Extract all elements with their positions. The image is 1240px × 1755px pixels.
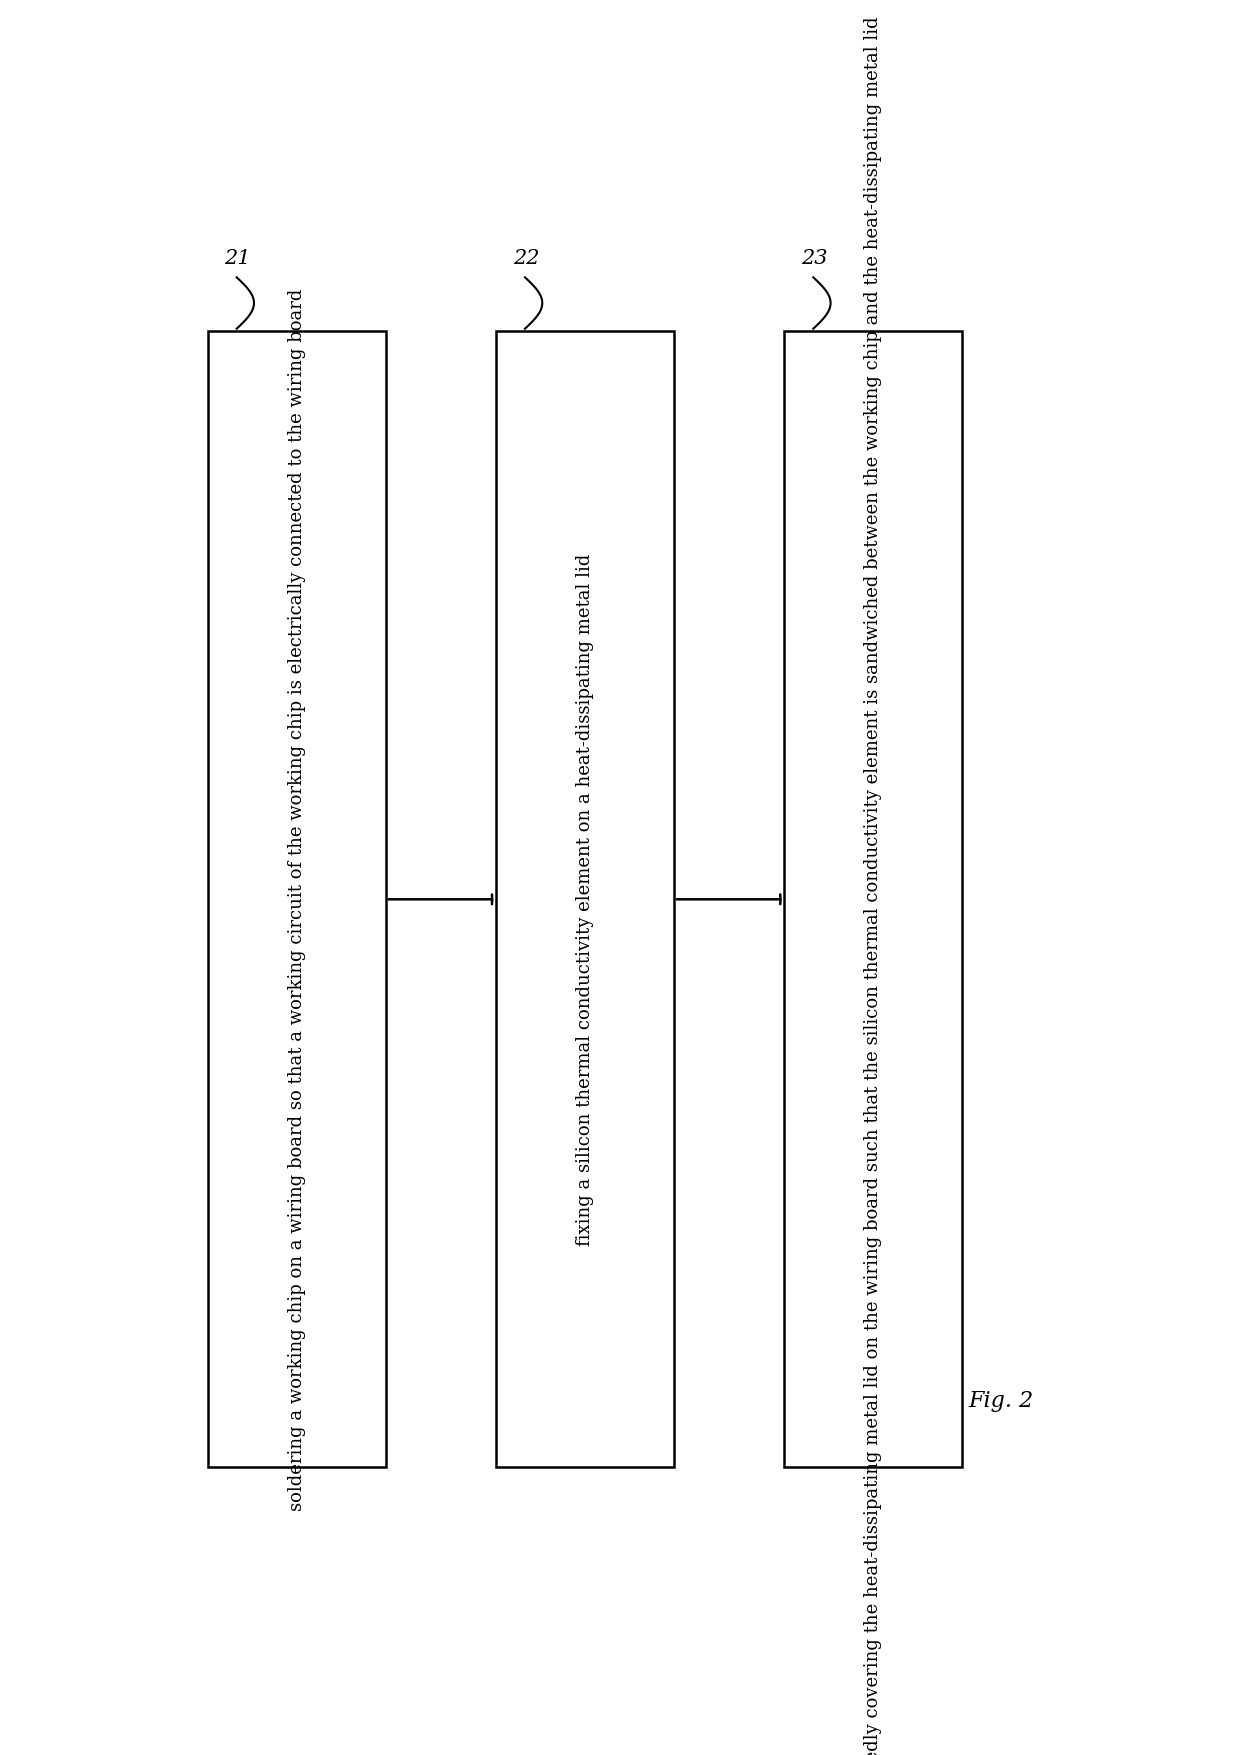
Text: fixedly covering the heat-dissipating metal lid on the wiring board such that th: fixedly covering the heat-dissipating me… xyxy=(864,16,883,1755)
Text: 22: 22 xyxy=(512,249,539,267)
Text: Fig. 2: Fig. 2 xyxy=(968,1388,1033,1411)
Bar xyxy=(208,332,386,1467)
Bar xyxy=(496,332,675,1467)
Bar xyxy=(785,332,962,1467)
Text: 23: 23 xyxy=(801,249,827,267)
Text: 21: 21 xyxy=(224,249,250,267)
Text: fixing a silicon thermal conductivity element on a heat-dissipating metal lid: fixing a silicon thermal conductivity el… xyxy=(577,555,594,1246)
Text: soldering a working chip on a wiring board so that a working circuit of the work: soldering a working chip on a wiring boa… xyxy=(288,290,306,1511)
